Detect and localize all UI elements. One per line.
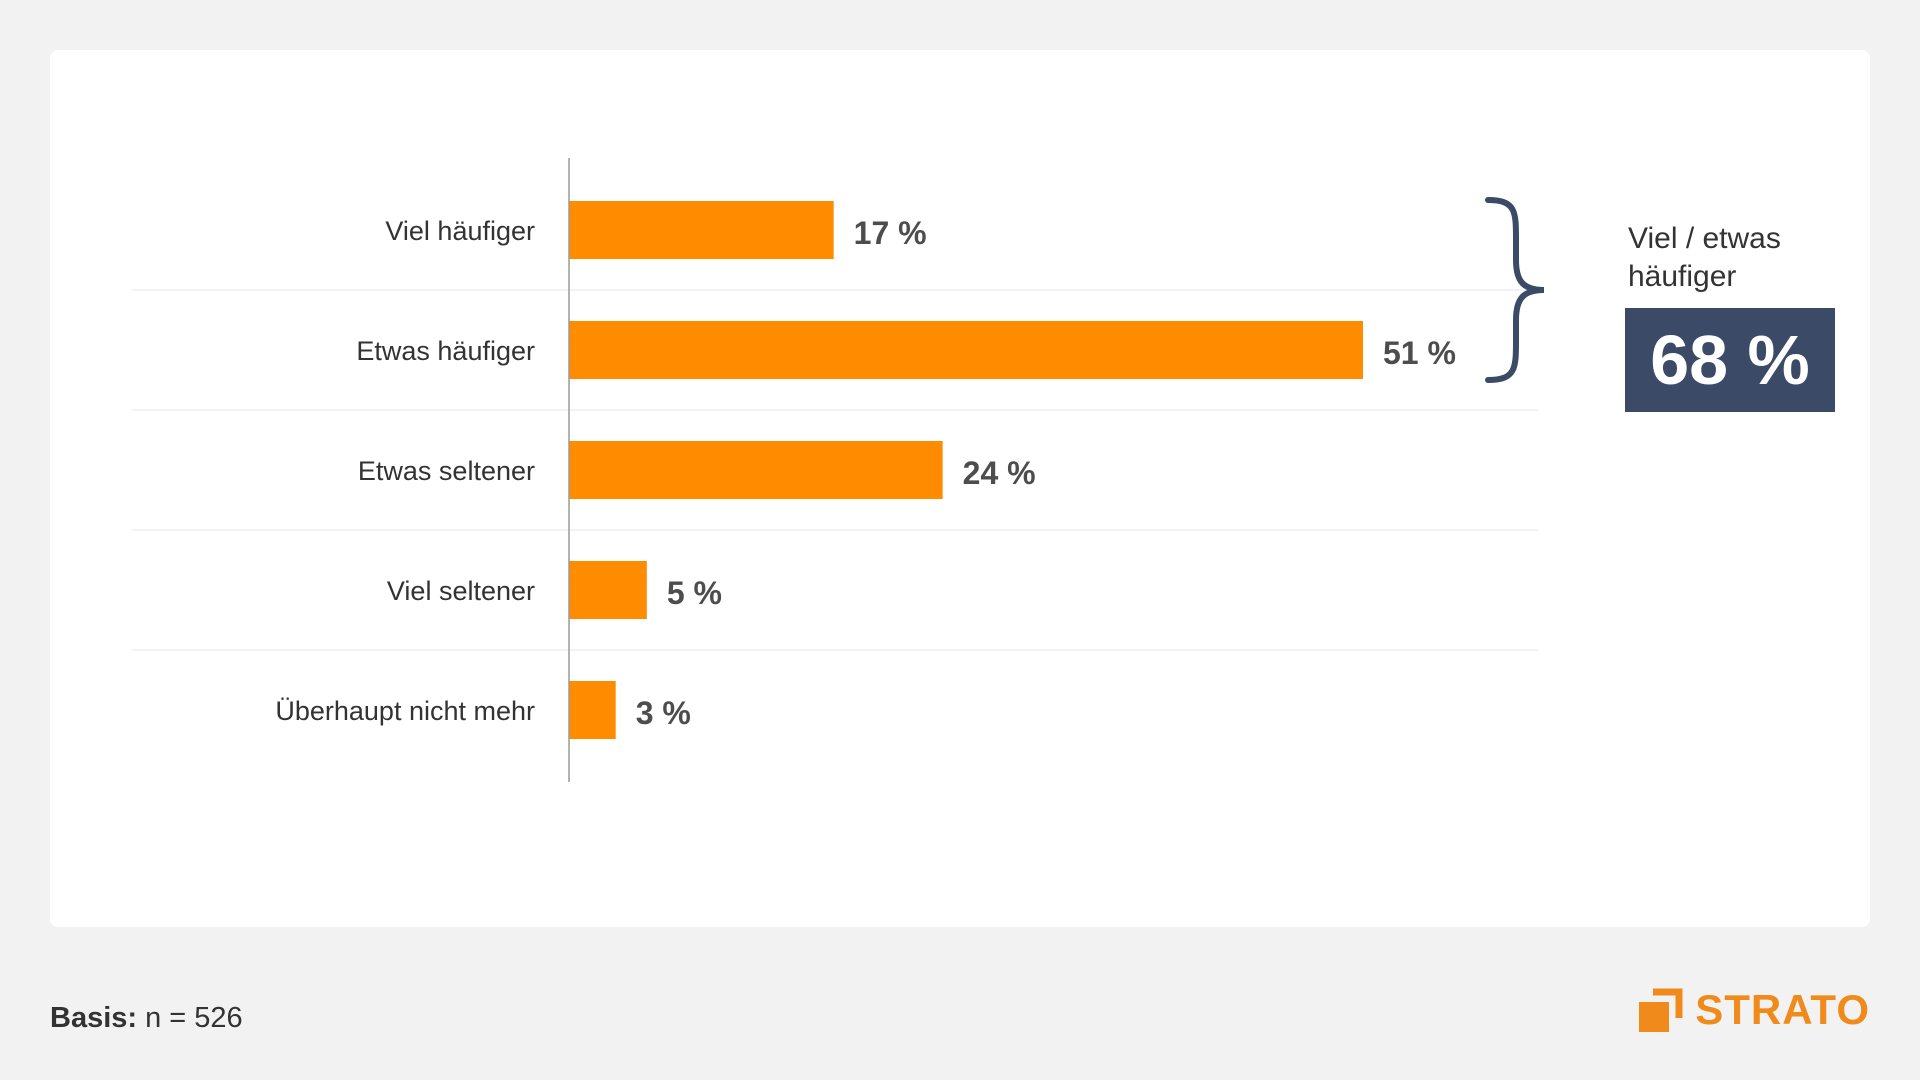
- strato-logo: STRATO: [1639, 986, 1870, 1034]
- category-label: Etwas seltener: [358, 456, 535, 486]
- value-label: 24 %: [963, 455, 1036, 491]
- annotation-value-box: 68 %: [1625, 308, 1835, 412]
- strato-logo-icon: [1639, 988, 1683, 1032]
- basis-label: Basis:: [50, 1002, 138, 1034]
- value-label: 51 %: [1383, 335, 1456, 371]
- bar: [569, 561, 647, 619]
- category-label: Etwas häufiger: [356, 336, 535, 366]
- bar: [569, 321, 1363, 379]
- brand-name: STRATO: [1695, 986, 1870, 1033]
- value-label: 3 %: [636, 695, 691, 731]
- footer-basis: Basis: n = 526: [50, 1002, 243, 1035]
- curly-brace: [1485, 197, 1545, 383]
- bar-chart: Viel häufiger 17 % Etwas häufiger 51 % Etwas…: [132, 158, 1545, 782]
- bar: [569, 681, 616, 739]
- chart-card: Viel häufiger 17 % Etwas häufiger 51 % Etwas…: [50, 50, 1870, 927]
- bar: [569, 201, 834, 259]
- category-label: Viel häufiger: [385, 216, 535, 246]
- value-label: 17 %: [854, 215, 927, 251]
- category-label: Überhaupt nicht mehr: [275, 696, 535, 726]
- bar: [569, 441, 943, 499]
- annotation-label: Viel / etwas häufiger: [1628, 222, 1781, 293]
- basis-value: n = 526: [145, 1002, 243, 1034]
- value-label: 5 %: [667, 575, 722, 611]
- category-label: Viel seltener: [387, 576, 535, 606]
